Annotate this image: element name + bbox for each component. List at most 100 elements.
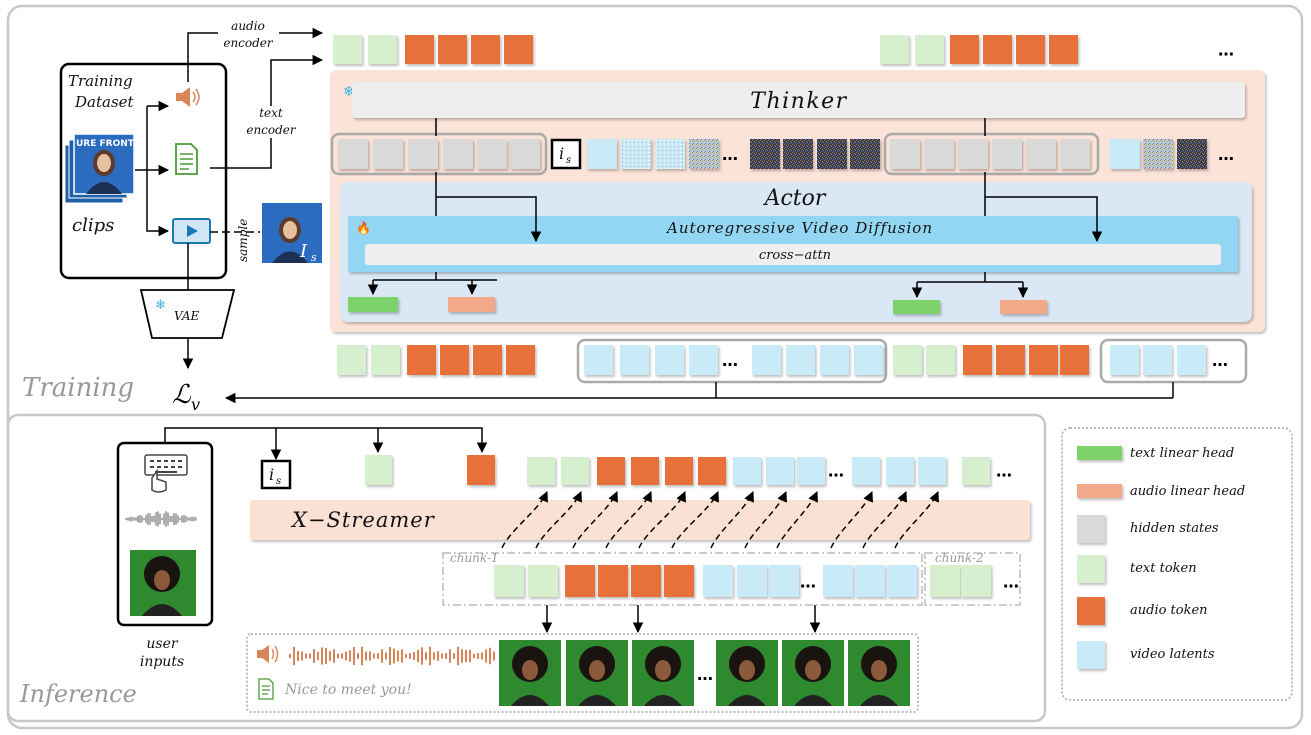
legend-swatch [1077, 641, 1105, 669]
cross-attn-label: cross−attn [759, 248, 831, 263]
audio-token [1016, 35, 1045, 64]
document-icon [258, 678, 274, 700]
token-group-outline [330, 132, 548, 176]
ellipsis: … [1218, 40, 1234, 59]
video-latent [1143, 345, 1172, 375]
x-streamer-block [250, 500, 1030, 540]
video-latent [855, 565, 885, 597]
noisy-latent [621, 139, 651, 169]
audio-token [1029, 345, 1058, 375]
streaming-arrows [501, 491, 939, 549]
stream-arrow [862, 491, 907, 549]
text-token [527, 457, 555, 485]
legend: text linear head audio linear head hidden … [1077, 446, 1245, 669]
hidden-state [373, 139, 403, 169]
video-latent [854, 345, 883, 375]
noise-latent [750, 139, 780, 169]
hidden-state [338, 139, 368, 169]
waveform-icon [125, 511, 197, 527]
video-latent [703, 565, 733, 597]
noisy-latent [1143, 139, 1173, 169]
stream-arrow [638, 491, 686, 549]
ellipsis: … [697, 665, 713, 684]
video-frame [716, 640, 778, 706]
text-encoder-label: text [259, 106, 283, 120]
video-frame [848, 640, 910, 706]
is-token [550, 138, 582, 170]
video-latent [786, 345, 815, 375]
hidden-state [1026, 139, 1056, 169]
fire-icon: 🔥 [356, 221, 371, 235]
text-token [926, 345, 955, 375]
legend-swatch [1077, 597, 1105, 625]
video-latent [823, 565, 853, 597]
audio-token [597, 457, 625, 485]
thinker-label: Thinker [750, 89, 847, 114]
dataset-title-2: Dataset [74, 93, 135, 111]
legend-swatch [1077, 515, 1105, 543]
text-token [915, 35, 944, 64]
loss-symbol: ℒ [172, 380, 192, 410]
video-icon [172, 218, 211, 244]
text-token [371, 345, 400, 375]
legend-item: video latents [1077, 641, 1215, 669]
text-token [337, 345, 366, 375]
video-latent [820, 345, 849, 375]
speaker-icon [176, 87, 200, 107]
text-token [333, 35, 362, 64]
text-token [494, 565, 524, 597]
clips-image: URE FRONTI [64, 133, 137, 204]
audio-linear-head [448, 297, 495, 312]
hidden-state [443, 139, 473, 169]
loss-label: ℒ v [172, 380, 200, 414]
video-frame [632, 640, 694, 706]
audio-token [471, 35, 500, 64]
noise-latent [1177, 139, 1207, 169]
keyboard-icon [144, 454, 188, 493]
legend-swatch [1077, 446, 1122, 460]
actor-label: Actor [763, 186, 827, 211]
token-group-outline [883, 132, 1100, 176]
video-latent [752, 345, 781, 375]
audio-linear-head [1000, 300, 1047, 314]
video-latent [918, 457, 946, 485]
user-inputs-box [116, 441, 214, 627]
stream-arrow [671, 491, 719, 549]
video-latent [797, 457, 825, 485]
loss-subscript: v [191, 395, 200, 414]
hidden-state [924, 139, 954, 169]
vae-encoder: ❄ VAE [139, 289, 236, 339]
audio-token [438, 35, 467, 64]
legend-label: hidden states [1130, 521, 1219, 536]
text-token [930, 565, 960, 597]
text-token [561, 457, 589, 485]
cross-attn-block [365, 244, 1221, 265]
video-latent [769, 565, 799, 597]
ellipsis: … [828, 462, 844, 481]
video-latent [620, 345, 649, 375]
sample-image-sub: s [311, 251, 317, 264]
x-streamer-label: X−Streamer [290, 508, 436, 532]
audio-token [440, 345, 469, 375]
text-token [962, 457, 990, 485]
sample-image-label: I [299, 241, 308, 262]
document-icon [175, 143, 198, 175]
audio-token [665, 457, 693, 485]
legend-swatch [1077, 484, 1122, 498]
stream-arrow [605, 491, 652, 549]
training-dataset-box: Training Dataset URE FRONTI clips [59, 62, 228, 280]
audio-waveform [289, 646, 495, 666]
stream-arrow [744, 491, 787, 549]
legend-label: audio token [1130, 603, 1208, 618]
legend-item: hidden states [1077, 515, 1219, 543]
stream-arrow [501, 491, 548, 549]
clips-label: clips [72, 215, 114, 236]
clip-thumb-text: URE FRONTI [76, 139, 137, 149]
sample-label: sample [236, 219, 250, 262]
token-group-outline [576, 338, 888, 384]
legend-label: text linear head [1130, 446, 1234, 461]
text-linear-head [348, 297, 398, 312]
video-latent [1177, 345, 1206, 375]
sample-frame-image: I s [262, 203, 322, 264]
stream-arrow [894, 491, 939, 549]
